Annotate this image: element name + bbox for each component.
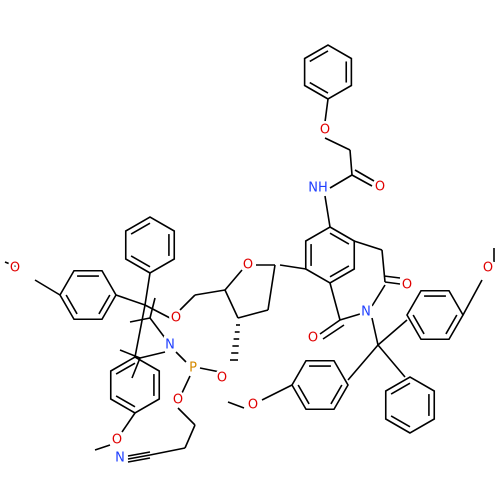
bonds <box>4 44 495 463</box>
double-bond <box>390 382 411 395</box>
bond <box>115 294 146 306</box>
ring <box>124 216 176 274</box>
double-bond <box>309 81 329 94</box>
double-bond <box>65 294 78 315</box>
bond <box>224 269 243 291</box>
bond <box>227 401 245 409</box>
double-bond <box>130 222 151 235</box>
bond <box>177 407 196 426</box>
double-bond <box>329 232 350 245</box>
bond <box>347 344 379 381</box>
bond <box>194 289 226 296</box>
bond <box>383 275 401 279</box>
atom-label: O <box>217 371 227 386</box>
double-bond <box>390 415 411 428</box>
bond <box>179 294 196 311</box>
atom-label: N <box>115 451 125 466</box>
ring <box>406 289 464 341</box>
bond <box>181 375 191 394</box>
ring <box>304 226 356 284</box>
bond <box>127 457 151 463</box>
bond <box>129 317 151 323</box>
double-bond <box>130 255 151 268</box>
bond <box>4 261 21 269</box>
bond <box>134 304 146 358</box>
bond <box>139 351 166 359</box>
bond <box>261 384 293 401</box>
bond <box>121 412 136 433</box>
bond <box>371 284 386 307</box>
bond <box>184 424 196 449</box>
ring <box>384 376 436 434</box>
bond <box>119 349 141 359</box>
double-bond <box>412 314 425 335</box>
atom-label: N <box>361 305 371 320</box>
double-bond <box>445 314 458 335</box>
atom-label: O <box>375 180 385 195</box>
bond <box>279 264 307 270</box>
bond <box>384 281 401 285</box>
bond <box>462 279 483 316</box>
bond <box>94 444 111 451</box>
bond <box>267 264 276 311</box>
bond <box>349 149 353 176</box>
bond <box>34 279 61 296</box>
bond <box>237 309 269 319</box>
bond <box>324 137 351 151</box>
bond <box>144 304 171 319</box>
bond <box>377 344 406 378</box>
bond <box>381 249 386 283</box>
bond <box>377 319 408 346</box>
bond <box>371 317 379 346</box>
atom-label: N <box>165 338 175 353</box>
double-bond <box>329 265 350 278</box>
bond <box>149 447 186 456</box>
bond <box>175 351 187 363</box>
ring <box>303 44 353 100</box>
double-bond <box>115 395 136 408</box>
double-bond <box>297 384 310 405</box>
bond <box>199 367 221 373</box>
bond <box>324 98 329 123</box>
double-bond <box>98 294 111 315</box>
bond <box>224 289 239 319</box>
double-bond <box>330 384 343 405</box>
ring <box>109 356 161 414</box>
bond <box>144 272 151 306</box>
bond <box>127 451 151 457</box>
ring <box>291 359 349 411</box>
bond <box>354 169 375 182</box>
atom-label: O <box>483 261 493 276</box>
atom-label: O <box>402 278 412 293</box>
atom-label: O <box>173 393 183 408</box>
atom-label: O <box>243 258 253 273</box>
bond <box>329 282 341 321</box>
bond <box>131 357 141 379</box>
bond <box>351 174 373 187</box>
atom-label: O <box>248 398 258 413</box>
bond <box>324 195 331 228</box>
ring <box>59 269 117 321</box>
atom-label: O <box>320 123 330 138</box>
bond <box>353 240 383 251</box>
atom-label: O <box>10 261 20 276</box>
atom-label: P <box>189 361 197 376</box>
bond <box>322 324 345 340</box>
bond <box>127 454 151 460</box>
double-bond <box>309 50 329 63</box>
atom-label: NH <box>308 181 328 196</box>
bond <box>339 313 361 321</box>
atom-label: O <box>112 433 122 448</box>
bond <box>149 317 166 339</box>
bond <box>319 319 341 335</box>
atom-label: O <box>308 331 318 346</box>
bond <box>329 174 353 189</box>
atom-label: O <box>171 311 181 326</box>
double-bond <box>115 362 136 375</box>
